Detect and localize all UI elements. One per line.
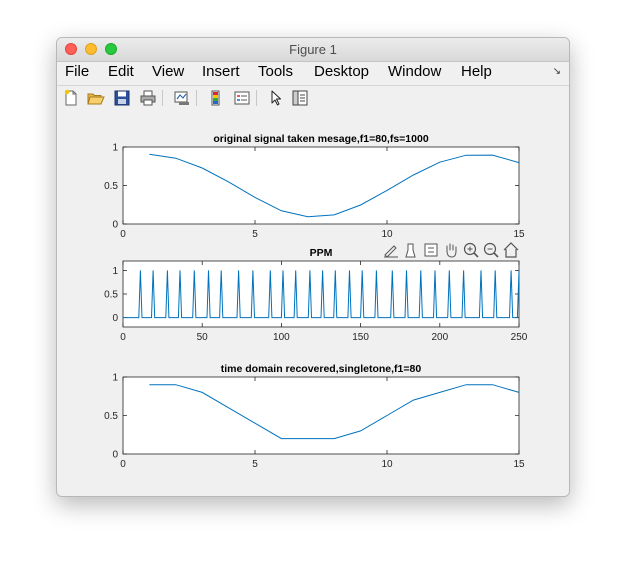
axes-box	[122, 146, 520, 225]
x-tick-label: 150	[352, 332, 369, 343]
y-tick-label: 1	[112, 143, 118, 154]
x-tick-label: 50	[197, 332, 209, 343]
axes-3: time domain recovered,singletone,f1=80 0 5…	[104, 363, 525, 470]
data-brush-icon[interactable]	[405, 243, 416, 258]
title-bar[interactable]: Figure 1	[57, 38, 569, 62]
axes-title: PPM	[310, 247, 333, 259]
y-tick-label: 0	[112, 450, 118, 461]
menu-window[interactable]: Window	[388, 63, 442, 80]
maximize-window-button[interactable]	[105, 43, 117, 55]
y-tick-label: 0.5	[104, 181, 118, 192]
dock-arrow-icon[interactable]: ↘	[552, 66, 561, 77]
window-title: Figure 1	[289, 42, 337, 57]
axes-2: PPM 0 50 100 150 200 250 0 0.5 1	[104, 247, 528, 343]
pan-hand-icon[interactable]	[446, 243, 457, 258]
series-line	[149, 153, 520, 218]
menu-desktop[interactable]: Desktop	[314, 63, 370, 80]
y-tick-label: 0.5	[104, 411, 118, 422]
menu-help[interactable]: Help	[461, 63, 492, 80]
series-line	[149, 384, 520, 440]
y-tick-label: 0	[112, 313, 118, 324]
new-figure-icon[interactable]	[62, 89, 80, 107]
x-tick-label: 0	[120, 459, 126, 470]
figure-canvas: original signal taken mesage,f1=80,fs=10…	[57, 111, 569, 496]
x-tick-label: 5	[252, 229, 258, 240]
x-tick-label: 15	[513, 229, 525, 240]
axes-title: original signal taken mesage,f1=80,fs=10…	[213, 133, 429, 145]
y-tick-label: 1	[112, 373, 118, 384]
data-tips-icon[interactable]	[424, 243, 438, 257]
close-window-button[interactable]	[65, 43, 77, 55]
toolbar-separator	[162, 90, 163, 106]
axes-box	[122, 376, 520, 455]
open-file-icon[interactable]	[87, 89, 105, 107]
figure-window: Figure 1 File Edit View Insert Tools Des…	[56, 37, 570, 497]
home-restore-icon[interactable]	[503, 242, 519, 258]
print-icon[interactable]	[139, 89, 157, 107]
menu-file[interactable]: File	[65, 63, 90, 80]
y-tick-label: 1	[112, 266, 118, 277]
axes-title: time domain recovered,singletone,f1=80	[221, 363, 422, 375]
toolbar-separator	[256, 90, 257, 106]
link-plot-icon[interactable]	[173, 89, 191, 107]
insert-colorbar-icon[interactable]	[207, 89, 225, 107]
menu-bar: File Edit View Insert Tools Desktop Wind…	[57, 62, 569, 84]
x-tick-label: 10	[381, 229, 393, 240]
y-tick-label: 0	[112, 220, 118, 231]
zoom-in-icon[interactable]	[463, 242, 479, 258]
brush-edit-icon[interactable]	[384, 245, 398, 258]
zoom-out-icon[interactable]	[483, 242, 499, 258]
menu-tools[interactable]: Tools	[258, 63, 294, 80]
x-tick-label: 15	[513, 459, 525, 470]
axes-1: original signal taken mesage,f1=80,fs=10…	[104, 133, 525, 240]
x-tick-label: 0	[120, 332, 126, 343]
edit-plot-arrow-icon[interactable]	[267, 89, 285, 107]
x-tick-label: 100	[273, 332, 290, 343]
toolbar-separator	[196, 90, 197, 106]
x-tick-label: 0	[120, 229, 126, 240]
menu-edit[interactable]: Edit	[108, 63, 134, 80]
insert-legend-icon[interactable]	[233, 89, 251, 107]
series-line	[123, 270, 520, 319]
menu-view[interactable]: View	[152, 63, 185, 80]
menu-insert[interactable]: Insert	[202, 63, 240, 80]
save-icon[interactable]	[113, 89, 131, 107]
plot-area: original signal taken mesage,f1=80,fs=10…	[104, 133, 528, 470]
property-inspector-icon[interactable]	[291, 89, 309, 107]
x-tick-label: 5	[252, 459, 258, 470]
minimize-window-button[interactable]	[85, 43, 97, 55]
x-tick-label: 10	[381, 459, 393, 470]
y-tick-label: 0.5	[104, 290, 118, 301]
x-tick-label: 250	[511, 332, 528, 343]
x-tick-label: 200	[431, 332, 448, 343]
figure-toolbar	[57, 85, 569, 112]
